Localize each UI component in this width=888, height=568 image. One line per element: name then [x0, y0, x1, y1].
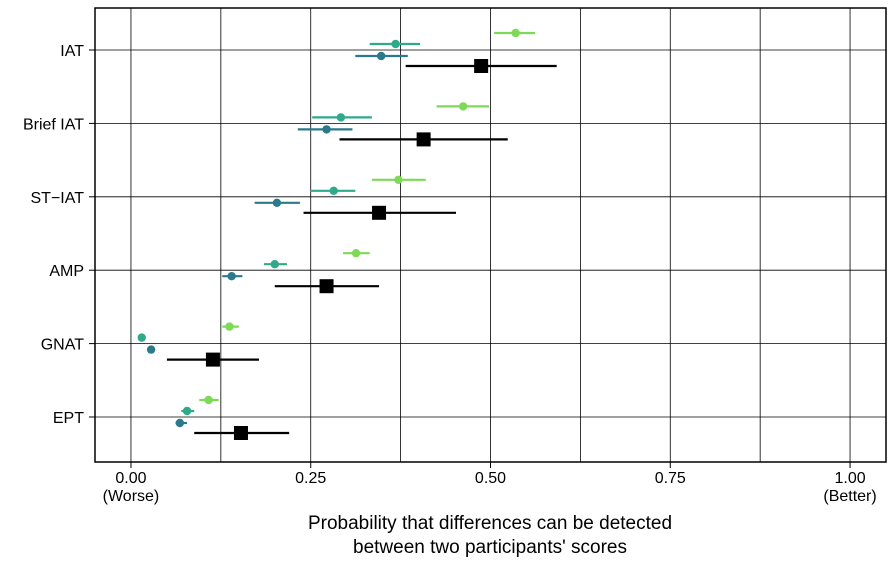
data-marks — [137, 28, 557, 440]
axes: IAT Brief IAT ST−IAT AMP GNAT EPT 0.00(Worse) 0… — [23, 43, 877, 505]
summary-estimate-square — [416, 132, 431, 147]
point-estimate — [225, 322, 234, 331]
point-estimate — [270, 260, 279, 269]
x-tick-sublabel: (Better) — [823, 488, 876, 505]
point-estimate — [329, 186, 338, 195]
point-estimate — [336, 113, 346, 122]
point-estimate — [204, 395, 213, 405]
point-estimate — [391, 39, 400, 49]
point-estimate — [272, 198, 282, 207]
point-estimate — [394, 175, 403, 184]
summary-estimate-square — [233, 426, 248, 440]
y-tick-label: GNAT — [41, 337, 84, 354]
point-estimate — [322, 125, 331, 134]
point-estimate — [146, 345, 156, 354]
y-tick-label: ST−IAT — [31, 190, 85, 207]
point-estimate — [227, 272, 236, 281]
y-tick-label: AMP — [49, 263, 84, 280]
x-axis-label-line-1: Probability that differences can be dete… — [308, 513, 672, 534]
x-tick-label: 0.25 — [295, 470, 326, 487]
y-tick-label: IAT — [60, 43, 84, 60]
x-axis-label-line-2: between two participants' scores — [353, 537, 627, 558]
x-tick-label: 0.50 — [475, 470, 506, 487]
x-tick-sublabel: (Worse) — [103, 488, 160, 505]
point-estimate — [376, 51, 386, 61]
summary-estimate-square — [205, 352, 220, 367]
summary-estimate-square — [474, 59, 489, 73]
point-estimate — [182, 406, 192, 416]
y-tick-label: Brief IAT — [23, 116, 84, 133]
x-tick-label: 1.00 — [834, 470, 865, 487]
grid — [95, 8, 886, 462]
summary-estimate-square — [372, 205, 387, 220]
point-estimate — [175, 418, 185, 428]
summary-estimate-square — [319, 279, 334, 294]
x-tick-label: 0.00 — [115, 470, 146, 487]
x-tick-label: 0.75 — [655, 470, 686, 487]
point-estimate — [458, 102, 468, 111]
point-estimate — [137, 333, 146, 342]
point-estimate — [511, 28, 520, 38]
y-tick-label: EPT — [53, 410, 84, 427]
point-estimate — [351, 249, 361, 258]
